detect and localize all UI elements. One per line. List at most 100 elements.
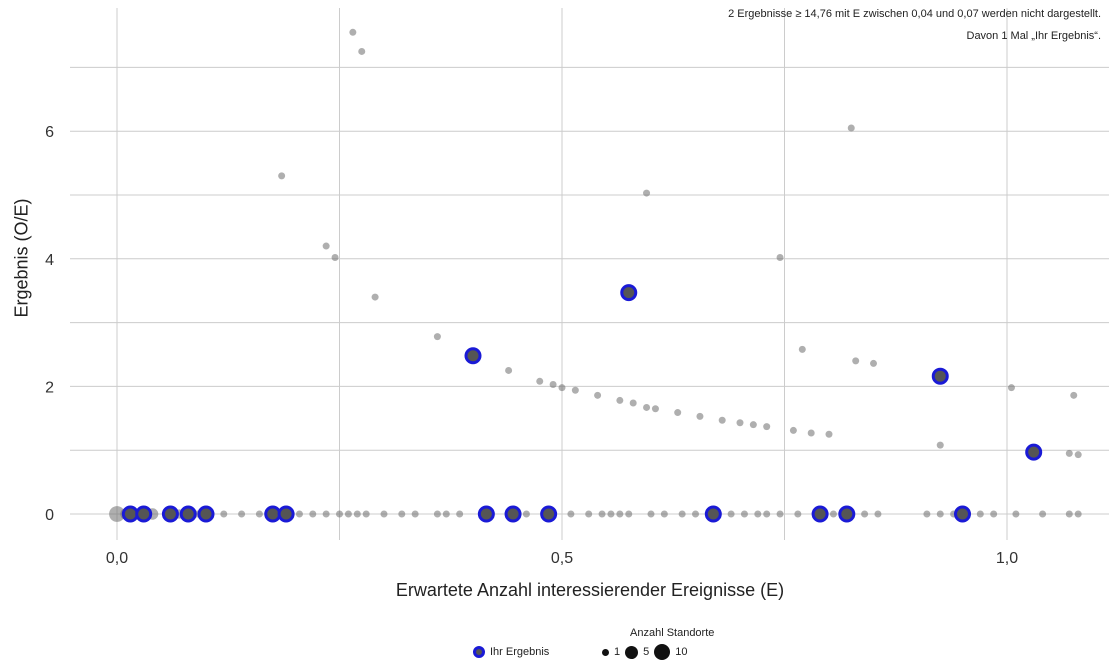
size-1-marker-icon <box>602 648 609 656</box>
data-point <box>220 510 228 518</box>
data-point <box>371 293 379 301</box>
data-point <box>763 423 771 431</box>
data-point <box>936 510 944 518</box>
legend-size-label-1: 1 <box>614 646 621 658</box>
data-point <box>727 510 735 518</box>
data-point <box>870 359 877 367</box>
your-result-point <box>464 347 482 365</box>
data-point <box>625 510 633 518</box>
your-result-point <box>954 505 971 523</box>
data-point <box>278 172 286 180</box>
your-result-point <box>1025 443 1043 461</box>
data-point <box>1065 449 1073 457</box>
data-point <box>1039 510 1047 518</box>
x-tick-label: 0,0 <box>106 550 128 567</box>
data-point <box>567 510 575 518</box>
data-point <box>660 510 668 518</box>
data-point <box>629 399 637 407</box>
your-result-point <box>704 505 722 523</box>
y-axis-label: Ergebnis (O/E) <box>11 198 32 318</box>
x-tick-label: 1,0 <box>996 550 1018 567</box>
data-point <box>825 430 833 438</box>
data-point <box>692 510 699 518</box>
data-point <box>594 391 602 399</box>
data-point <box>322 510 330 518</box>
data-point <box>1012 510 1020 518</box>
data-point <box>763 510 771 518</box>
data-point <box>616 510 624 518</box>
data-point <box>718 416 726 424</box>
legend-your-result-label: Ihr Ergebnis <box>490 646 550 658</box>
legend-your-result: Ihr Ergebnis <box>473 646 549 658</box>
data-point <box>398 510 406 518</box>
data-point <box>442 510 450 518</box>
data-point <box>829 510 837 518</box>
your-result-point <box>135 505 153 523</box>
data-point <box>847 124 855 132</box>
y-tick-label: 0 <box>45 507 54 524</box>
data-point <box>736 419 744 427</box>
data-point <box>794 510 802 518</box>
y-tick-labels: 0 2 4 6 <box>45 124 54 524</box>
data-point <box>647 510 655 518</box>
data-point <box>522 510 530 518</box>
your-result-point <box>811 505 829 523</box>
data-point <box>238 510 246 518</box>
your-result-point <box>931 367 949 385</box>
x-axis-label: Erwartete Anzahl interessierender Ereign… <box>395 580 785 600</box>
data-point <box>353 510 361 518</box>
data-point <box>696 412 704 420</box>
your-result-point <box>197 505 215 523</box>
your-result-point <box>540 505 558 523</box>
data-point <box>109 506 125 522</box>
legend-size-title: Anzahl Standorte <box>630 627 715 639</box>
data-point <box>362 510 370 518</box>
data-point <box>936 441 944 449</box>
y-tick-label: 4 <box>45 252 54 269</box>
data-point <box>295 510 303 518</box>
your-result-point <box>161 505 179 523</box>
data-point <box>1074 451 1082 459</box>
data-point <box>607 510 615 518</box>
data-point <box>643 189 651 197</box>
your-result-point <box>277 505 295 523</box>
data-point <box>433 510 441 518</box>
data-point <box>598 510 606 518</box>
data-point <box>331 254 339 262</box>
data-point <box>754 510 762 518</box>
data-point <box>776 254 784 262</box>
your-result-points <box>121 284 1043 523</box>
your-result-point <box>620 284 638 302</box>
data-point <box>1070 391 1078 399</box>
data-point <box>976 510 984 518</box>
data-point <box>344 510 352 518</box>
x-tick-labels: 0,00,51,01,52,0 <box>106 550 1018 567</box>
legend-size-label-5: 5 <box>643 646 650 658</box>
data-point <box>585 510 593 518</box>
data-point <box>1065 510 1073 518</box>
data-point <box>616 396 624 404</box>
legend-size-label-10: 10 <box>675 646 688 658</box>
data-point <box>358 47 366 55</box>
data-point <box>536 377 544 385</box>
data-point <box>923 510 931 518</box>
data-point <box>322 242 330 250</box>
data-point <box>674 409 682 417</box>
data-point <box>874 510 882 518</box>
data-point <box>990 510 998 518</box>
data-point <box>798 345 806 353</box>
data-point <box>740 510 748 518</box>
size-5-marker-icon <box>625 645 639 659</box>
data-point <box>433 333 441 341</box>
data-point <box>776 510 784 518</box>
data-point <box>309 510 317 518</box>
legend-size: 1 5 10 <box>602 644 688 660</box>
your-result-point <box>504 505 522 523</box>
data-points <box>109 28 1082 522</box>
data-point <box>571 386 579 394</box>
data-point <box>255 510 263 518</box>
your-result-marker-icon <box>473 646 485 658</box>
note-hidden-results: 2 Ergebnisse ≥ 14,76 mit E zwischen 0,04… <box>728 8 1101 20</box>
data-point <box>380 510 388 518</box>
